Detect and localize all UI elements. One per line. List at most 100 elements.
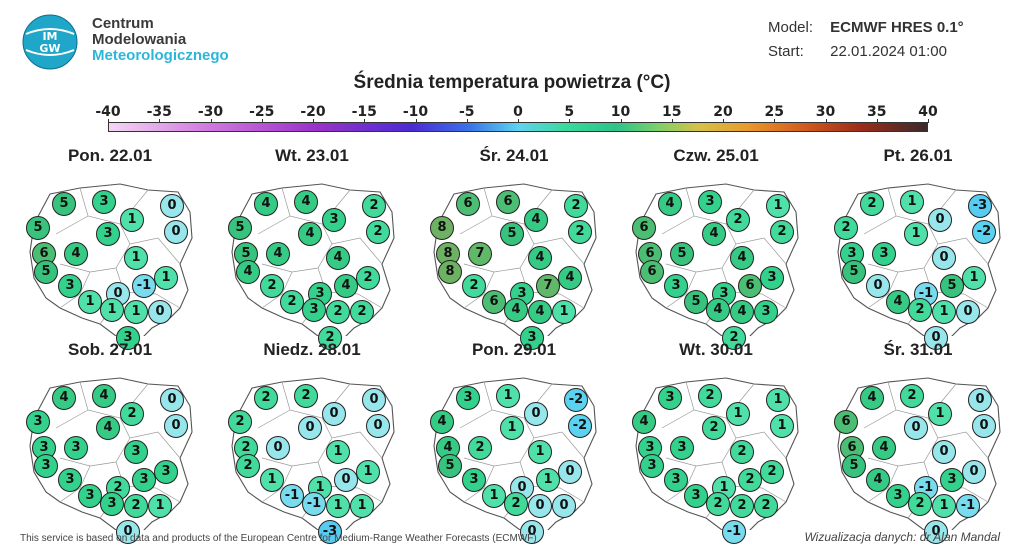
city-temperature-marker: 0	[866, 274, 890, 298]
city-temperature-marker: 4	[298, 222, 322, 246]
panel-day-label: Pon. 22.01	[67, 146, 153, 165]
city-temperature-marker: 0	[334, 468, 358, 492]
panel-day-label: Śr. 24.01	[479, 146, 549, 165]
city-temperature-marker: 4	[52, 386, 76, 410]
colorbar-tick	[876, 119, 878, 123]
city-temperature-marker: 3	[886, 484, 910, 508]
region-border	[661, 215, 695, 235]
city-temperature-marker: 2	[318, 326, 342, 350]
city-temperature-marker: 3	[34, 454, 58, 478]
model-info: Model: ECMWF HRES 0.1° Start: 22.01.2024…	[768, 16, 964, 64]
city-temperature-marker: 1	[78, 290, 102, 314]
model-value: ECMWF HRES 0.1°	[830, 19, 964, 36]
imgw-logo: IM GW Centrum Modelowania Meteorologiczn…	[22, 14, 252, 72]
region-border	[483, 381, 553, 419]
region-border	[523, 223, 585, 265]
city-temperature-marker: 2	[260, 274, 284, 298]
region-border	[59, 437, 131, 467]
city-temperature-marker: -1	[280, 484, 304, 508]
city-temperature-marker: 1	[260, 468, 284, 492]
city-temperature-marker: 2	[760, 460, 784, 484]
city-temperature-marker: 3	[638, 436, 662, 460]
colorbar-tick	[569, 119, 571, 123]
city-temperature-marker: 4	[266, 242, 290, 266]
region-border	[665, 437, 737, 467]
city-temperature-marker: 2	[294, 384, 318, 408]
colorbar-tick-label: -20	[300, 104, 326, 120]
city-temperature-marker: 3	[754, 300, 778, 324]
city-temperature-marker: 2	[564, 194, 588, 218]
city-temperature-marker: 4	[528, 300, 552, 324]
logo-mark-text-top: IM	[42, 30, 57, 43]
city-temperature-marker: 0	[366, 414, 390, 438]
city-temperature-marker: 3	[670, 436, 694, 460]
city-temperature-marker: 6	[456, 192, 480, 216]
forecast-panel: Wt. 30.01 3 2 1 4 1 1 3 3 2 3 2 2 3 2 1 3 2 2 2 -1	[626, 340, 806, 544]
logo-line3: Meteorologicznego	[92, 47, 229, 64]
city-temperature-marker: 3	[302, 298, 326, 322]
city-temperature-marker: 1	[356, 460, 380, 484]
city-temperature-marker: 0	[164, 220, 188, 244]
city-temperature-marker: 4	[730, 300, 754, 324]
city-temperature-marker: 3	[684, 484, 708, 508]
city-temperature-marker: 4	[64, 242, 88, 266]
forecast-panel: Wt. 23.01 4 4 2 5 3 2 5 4 4 4 4 2 2 4 3 2 3 2 2 2	[222, 146, 402, 350]
city-temperature-marker: 0	[558, 460, 582, 484]
city-temperature-marker: 4	[632, 410, 656, 434]
city-temperature-marker: 8	[430, 216, 454, 240]
region-border	[725, 417, 787, 459]
city-temperature-marker: 6	[834, 410, 858, 434]
forecast-panel: Pon. 29.01 3 1 -2 4 0 -2 4 2 1 5 1 0 3 1 0 1 2 0 0 0	[424, 340, 604, 544]
city-temperature-marker: 5	[228, 216, 252, 240]
city-temperature-marker: 5	[438, 454, 462, 478]
city-temperature-marker: 1	[350, 494, 374, 518]
city-temperature-marker: -2	[972, 220, 996, 244]
city-temperature-marker: 3	[58, 468, 82, 492]
city-temperature-marker: 0	[932, 440, 956, 464]
city-temperature-marker: 4	[558, 266, 582, 290]
city-temperature-marker: 4	[866, 468, 890, 492]
city-temperature-marker: 2	[236, 454, 260, 478]
colorbar-tick-label: -35	[146, 104, 172, 120]
colorbar-tick	[723, 119, 724, 123]
colorbar-tick-label: 15	[662, 104, 682, 120]
colorbar-tick-label: 0	[513, 104, 523, 120]
city-temperature-marker: 3	[96, 222, 120, 246]
city-temperature-marker: 2	[280, 290, 304, 314]
city-temperature-marker: 0	[160, 388, 184, 412]
panel-day-label: Czw. 25.01	[673, 146, 759, 165]
city-temperature-marker: 4	[528, 246, 552, 270]
city-temperature-marker: -3	[318, 520, 342, 544]
city-temperature-marker: 0	[962, 460, 986, 484]
region-border	[927, 223, 989, 265]
city-temperature-marker: 2	[706, 492, 730, 516]
region-border	[261, 437, 333, 467]
city-temperature-marker: 0	[322, 402, 346, 426]
colorbar-tick	[671, 119, 673, 123]
city-temperature-marker: 1	[326, 494, 350, 518]
region-border	[79, 381, 149, 419]
city-temperature-marker: 2	[326, 300, 350, 324]
city-temperature-marker: 0	[972, 414, 996, 438]
colorbar-tick-label: -30	[197, 104, 224, 120]
city-temperature-marker: 4	[504, 298, 528, 322]
city-temperature-marker: 1	[770, 414, 794, 438]
city-temperature-marker: -1	[132, 274, 156, 298]
region-border	[257, 215, 291, 235]
region-border	[281, 187, 351, 225]
city-temperature-marker: 5	[940, 274, 964, 298]
city-temperature-marker: 1	[900, 190, 924, 214]
colorbar-tick	[518, 119, 519, 123]
city-temperature-marker: 4	[658, 192, 682, 216]
logo-mark-text-bottom: GW	[39, 42, 60, 55]
city-temperature-marker: 4	[326, 246, 350, 270]
city-temperature-marker: 8	[438, 260, 462, 284]
colorbar-tick	[313, 119, 314, 123]
city-temperature-marker: 3	[456, 386, 480, 410]
city-temperature-marker: 2	[730, 440, 754, 464]
colorbar-tick	[415, 119, 417, 123]
city-temperature-marker: 3	[116, 326, 140, 350]
city-temperature-marker: 4	[334, 274, 358, 298]
city-temperature-marker: 1	[726, 402, 750, 426]
region-border	[79, 187, 149, 225]
